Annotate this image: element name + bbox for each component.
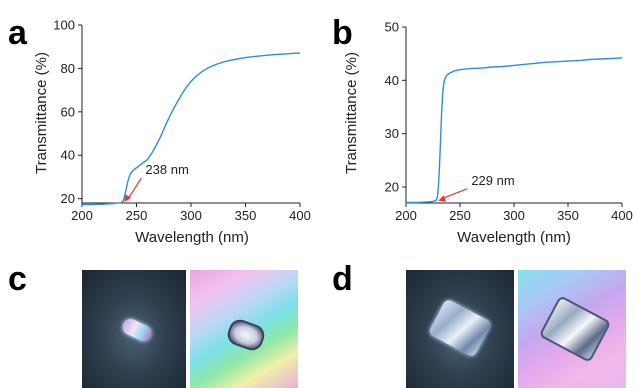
panel-letter-d: d (332, 260, 353, 298)
crystal-d-polarized (538, 295, 612, 363)
chart-a-series-line (82, 52, 300, 206)
chart-a-xlabel: Wavelength (nm) (135, 229, 249, 246)
crystal-c-polarized (224, 316, 268, 354)
chart-b-xlabel: Wavelength (nm) (457, 229, 571, 246)
crystal-d-brightfield (427, 298, 493, 358)
panel-letter-b: b (332, 14, 353, 52)
chart-a-ytick-label-0: 20 (61, 191, 75, 206)
chart-b-xtick-label-3: 350 (557, 208, 579, 223)
chart-b-ytick-label-2: 40 (385, 73, 399, 88)
chart-a: Transmittance (%) Wavelength (nm) 200 250… (33, 18, 311, 247)
chart-a-ytick-label-1: 40 (61, 148, 75, 163)
photo-c-brightfield (82, 270, 186, 388)
chart-b-ytick-label-3: 50 (385, 20, 399, 35)
panel-letter-c: c (8, 260, 27, 298)
chart-a-annotation-arrowhead (124, 194, 132, 202)
chart-a-xtick-label-3: 350 (235, 208, 257, 223)
chart-a-xtick-label-1: 250 (126, 208, 148, 223)
photo-d-polarized (518, 270, 626, 388)
chart-b-ylabel: Transmittance (%) (343, 52, 360, 174)
chart-a-ytick-label-4: 100 (53, 18, 75, 33)
chart-a-xtick-label-0: 200 (71, 208, 93, 223)
chart-b: Transmittance (%) Wavelength (nm) 200 250… (343, 20, 633, 247)
chart-b-series-line (406, 57, 623, 204)
photo-c-polarized (190, 270, 298, 388)
chart-a-xtick-label-4: 400 (289, 208, 311, 223)
chart-b-annotation-label: 229 nm (471, 173, 514, 188)
chart-b-ytick-label-1: 30 (385, 126, 399, 141)
photo-d-brightfield (406, 270, 514, 388)
chart-a-ytick-label-3: 80 (61, 61, 75, 76)
chart-b-xtick-label-4: 400 (611, 208, 633, 223)
crystal-c-brightfield (120, 316, 154, 344)
chart-a-ytick-label-2: 60 (61, 104, 75, 119)
panel-letter-a: a (8, 14, 28, 52)
chart-a-ylabel: Transmittance (%) (33, 52, 50, 174)
chart-b-ytick-label-0: 20 (385, 180, 399, 195)
chart-b-xtick-label-2: 300 (503, 208, 525, 223)
chart-b-annotation-arrowhead (438, 195, 447, 202)
chart-a-xtick-label-2: 300 (180, 208, 202, 223)
chart-b-xtick-label-0: 200 (395, 208, 417, 223)
chart-b-annotation-arrow (441, 188, 468, 200)
chart-a-annotation-arrow (126, 177, 142, 201)
chart-a-annotation-label: 238 nm (145, 162, 188, 177)
chart-b-xtick-label-1: 250 (449, 208, 471, 223)
